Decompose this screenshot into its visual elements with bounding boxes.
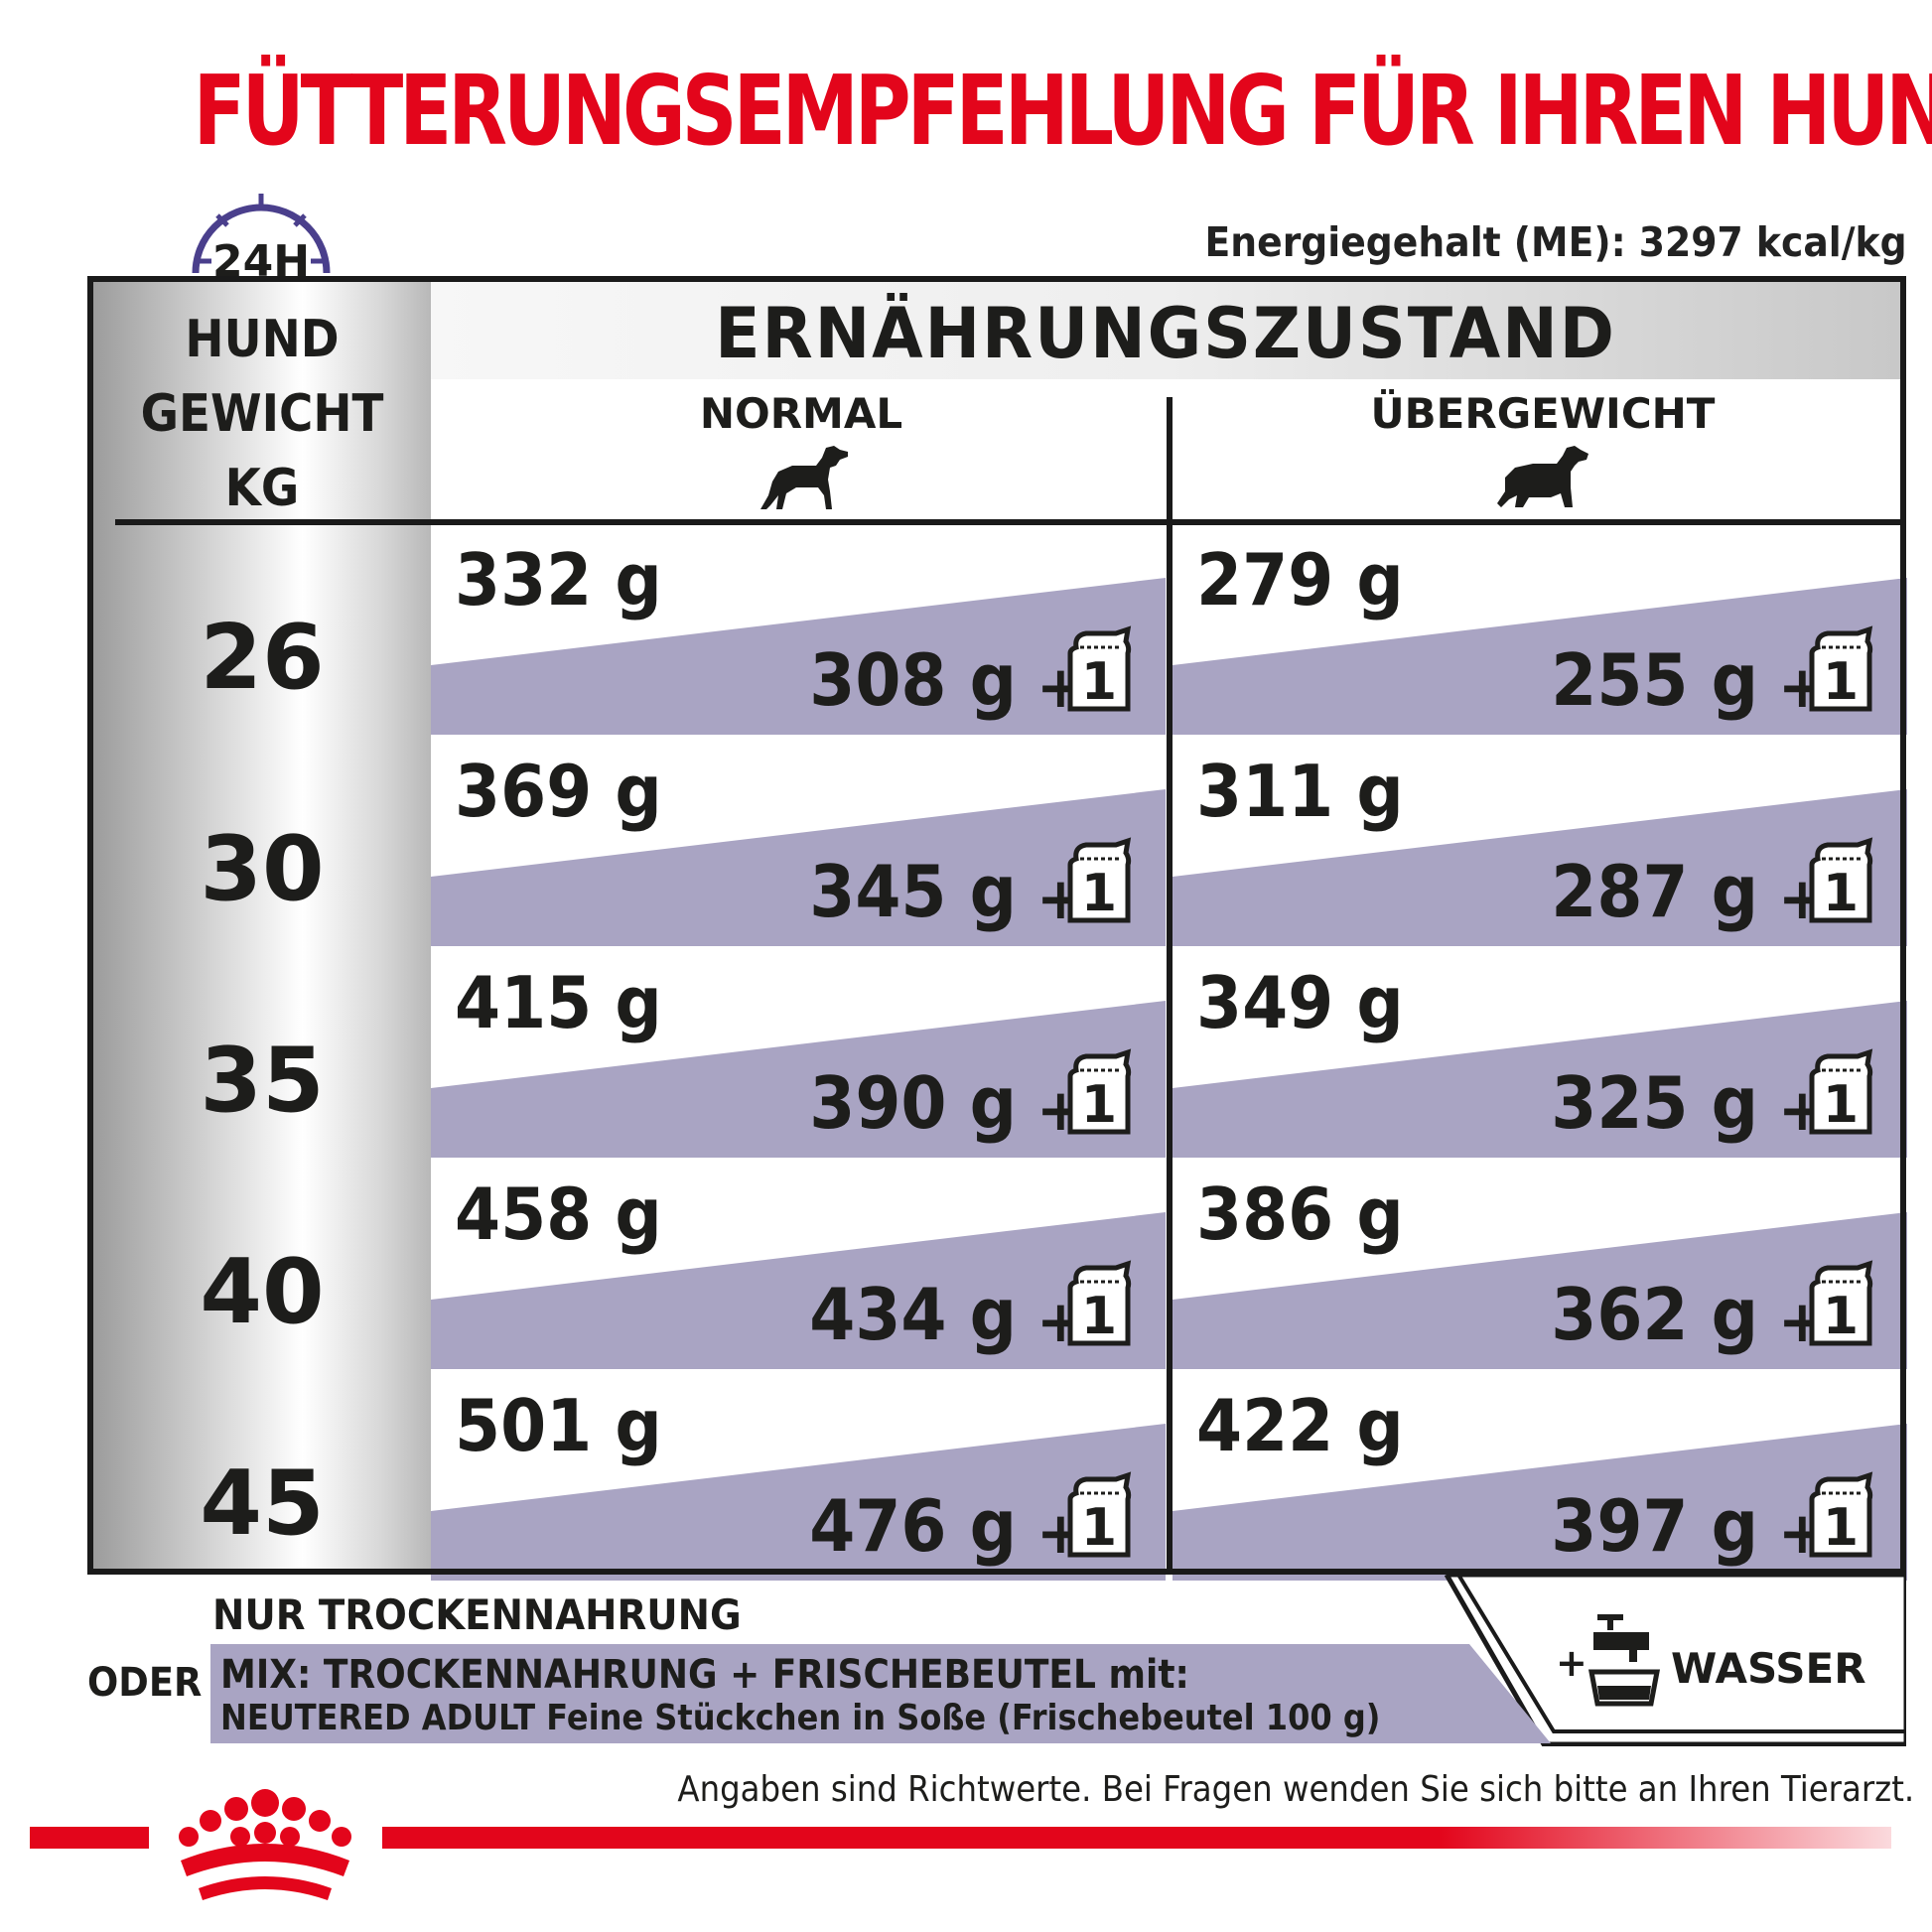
mix-dry-amount: 390 g xyxy=(809,1061,1017,1145)
water-plus: + xyxy=(1556,1641,1587,1685)
mix-dry-amount: 434 g xyxy=(809,1273,1017,1356)
dog-weight-kg: 40 xyxy=(200,1240,325,1344)
mix-band xyxy=(210,1644,1551,1743)
disclaimer: Angaben sind Richtwerte. Bei Fragen wend… xyxy=(677,1769,1914,1810)
dog-weight-kg: 45 xyxy=(200,1451,325,1556)
normal-cell: 369 g 345 g +1 xyxy=(431,738,1166,946)
mix-band-bg xyxy=(431,1001,1166,1158)
water-label: WASSER xyxy=(1671,1644,1866,1693)
or-label: ODER xyxy=(87,1660,203,1706)
weight-header-line2: GEWICHT xyxy=(140,384,384,444)
dry-only-amount: 349 g xyxy=(1196,961,1404,1044)
pouch-count: 1 xyxy=(1081,1287,1117,1346)
dog-weight-kg: 26 xyxy=(200,606,325,710)
mix-dry-amount: 308 g xyxy=(809,638,1017,722)
nutrition-state-header: ERNÄHRUNGSZUSTAND xyxy=(715,293,1616,374)
mix-band-bg xyxy=(431,1212,1166,1369)
weight-header: HUND GEWICHT KG xyxy=(110,303,414,526)
pouch-count: 1 xyxy=(1081,652,1117,712)
over-cell: 311 g 287 g +1 xyxy=(1173,738,1907,946)
water-box xyxy=(1445,1573,1906,1746)
energy-content: Energiegehalt (ME): 3297 kcal/kg xyxy=(1204,218,1907,266)
pouch-icon: 1 xyxy=(1809,1260,1873,1346)
dry-only-amount: 415 g xyxy=(455,961,662,1044)
pouch-count: 1 xyxy=(1081,1498,1117,1558)
dog-weight-kg: 35 xyxy=(200,1029,325,1133)
col-overweight-label: ÜBERGEWICHT xyxy=(1370,389,1716,438)
weight-column-bg xyxy=(93,282,431,1569)
dry-only-amount: 458 g xyxy=(455,1173,662,1256)
mix-band-bg xyxy=(431,1424,1166,1581)
pouch-count: 1 xyxy=(1823,1075,1859,1135)
dry-only-amount: 311 g xyxy=(1196,750,1404,833)
pouch-count: 1 xyxy=(1081,1075,1117,1135)
pouch-icon: 1 xyxy=(1067,625,1132,712)
mix-dry-amount: 345 g xyxy=(809,850,1017,933)
mix-dry-amount: 287 g xyxy=(1551,850,1758,933)
mix-band-bg xyxy=(1173,578,1907,735)
col-normal-label: NORMAL xyxy=(699,389,903,438)
header-band xyxy=(431,282,1900,379)
mix-line-1: MIX: TROCKENNAHRUNG + FRISCHEBEUTEL mit: xyxy=(220,1652,1189,1698)
page-title: FÜTTERUNGSEMPFEHLUNG FÜR IHREN HUND xyxy=(193,55,1932,167)
mix-band-bg xyxy=(431,578,1166,735)
header-divider xyxy=(115,519,1900,525)
column-divider xyxy=(1167,397,1173,1573)
weight-header-line1: HUND xyxy=(185,310,340,369)
dry-only-label: NUR TROCKENNAHRUNG xyxy=(212,1590,742,1639)
normal-dog-icon xyxy=(760,446,848,509)
dog-weight-kg: 30 xyxy=(200,817,325,921)
pouch-icon: 1 xyxy=(1809,625,1873,712)
pouch-icon: 1 xyxy=(1809,837,1873,923)
brand-bar-left xyxy=(30,1827,149,1849)
pouch-icon: 1 xyxy=(1067,1260,1132,1346)
mix-band-bg xyxy=(431,789,1166,946)
dry-only-amount: 386 g xyxy=(1196,1173,1404,1256)
over-cell: 349 g 325 g +1 xyxy=(1173,949,1907,1158)
feeding-table-frame xyxy=(87,276,1906,1575)
pouch-count: 1 xyxy=(1081,864,1117,923)
pouch-icon: 1 xyxy=(1809,1471,1873,1558)
mix-band-bg xyxy=(1173,1212,1907,1369)
dry-only-amount: 279 g xyxy=(1196,538,1404,621)
normal-cell: 458 g 434 g +1 xyxy=(431,1161,1166,1369)
pouch-icon: 1 xyxy=(1067,837,1132,923)
mix-dry-amount: 397 g xyxy=(1551,1484,1758,1568)
pouch-count: 1 xyxy=(1823,1287,1859,1346)
pouch-count: 1 xyxy=(1823,1498,1859,1558)
mix-dry-amount: 476 g xyxy=(809,1484,1017,1568)
pouch-icon: 1 xyxy=(1809,1048,1873,1135)
mix-band-bg xyxy=(1173,1424,1907,1581)
over-cell: 386 g 362 g +1 xyxy=(1173,1161,1907,1369)
over-cell: 422 g 397 g +1 xyxy=(1173,1372,1907,1581)
mix-dry-amount: 362 g xyxy=(1551,1273,1758,1356)
mix-band-bg xyxy=(1173,1001,1907,1158)
royal-crown-logo xyxy=(179,1789,351,1900)
dry-only-amount: 369 g xyxy=(455,750,662,833)
weight-header-line3: KG xyxy=(224,459,300,518)
mix-dry-amount: 325 g xyxy=(1551,1061,1758,1145)
water-tap-icon: + xyxy=(1556,1614,1661,1707)
pouch-icon: 1 xyxy=(1067,1471,1132,1558)
dry-only-amount: 422 g xyxy=(1196,1384,1404,1467)
pouch-icon: 1 xyxy=(1067,1048,1132,1135)
mix-line-2: NEUTERED ADULT Feine Stückchen in Soße (… xyxy=(220,1698,1381,1738)
dry-only-amount: 501 g xyxy=(455,1384,662,1467)
pouch-count: 1 xyxy=(1823,864,1859,923)
overweight-dog-icon xyxy=(1497,446,1588,507)
normal-cell: 501 g 476 g +1 xyxy=(431,1372,1166,1581)
dry-only-amount: 332 g xyxy=(455,538,662,621)
mix-dry-amount: 255 g xyxy=(1551,638,1758,722)
brand-bar-right xyxy=(382,1827,1891,1849)
pouch-count: 1 xyxy=(1823,652,1859,712)
mix-band-bg xyxy=(1173,789,1907,946)
normal-cell: 332 g 308 g +1 xyxy=(431,526,1166,735)
normal-cell: 415 g 390 g +1 xyxy=(431,949,1166,1158)
over-cell: 279 g 255 g +1 xyxy=(1173,526,1907,735)
